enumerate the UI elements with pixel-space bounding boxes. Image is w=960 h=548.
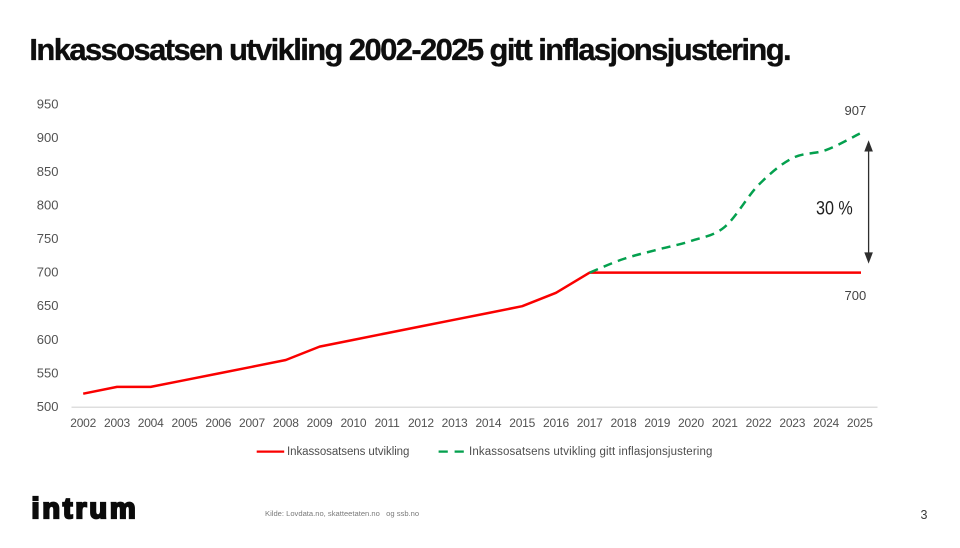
svg-text:Inkassosatsens utvikling: Inkassosatsens utvikling xyxy=(287,446,409,458)
svg-text:2019: 2019 xyxy=(644,416,670,430)
svg-text:2006: 2006 xyxy=(205,416,231,430)
svg-text:500: 500 xyxy=(37,399,59,414)
svg-text:2009: 2009 xyxy=(307,416,333,430)
svg-text:907: 907 xyxy=(845,103,867,118)
svg-text:2018: 2018 xyxy=(611,416,637,430)
svg-text:900: 900 xyxy=(37,130,59,145)
svg-text:2010: 2010 xyxy=(340,416,366,430)
svg-text:550: 550 xyxy=(37,366,59,381)
svg-text:2003: 2003 xyxy=(104,416,130,430)
svg-text:30 %: 30 % xyxy=(816,197,853,219)
svg-text:800: 800 xyxy=(37,197,59,212)
svg-text:700: 700 xyxy=(37,265,59,280)
svg-text:2016: 2016 xyxy=(543,416,569,430)
svg-text:850: 850 xyxy=(37,164,59,179)
svg-text:2017: 2017 xyxy=(577,416,603,430)
svg-text:2007: 2007 xyxy=(239,416,265,430)
svg-text:2020: 2020 xyxy=(678,416,704,430)
svg-text:2022: 2022 xyxy=(746,416,772,430)
svg-text:2024: 2024 xyxy=(813,416,839,430)
svg-text:3: 3 xyxy=(921,508,928,522)
svg-text:2002: 2002 xyxy=(70,416,96,430)
svg-text:2005: 2005 xyxy=(172,416,198,430)
svg-text:2004: 2004 xyxy=(138,416,164,430)
svg-text:950: 950 xyxy=(37,97,59,112)
svg-text:750: 750 xyxy=(37,231,59,246)
svg-text:2013: 2013 xyxy=(442,416,468,430)
svg-text:700: 700 xyxy=(845,288,867,303)
svg-text:2015: 2015 xyxy=(509,416,535,430)
svg-text:650: 650 xyxy=(37,298,59,313)
svg-text:Inkassosatsens utvikling gitt: Inkassosatsens utvikling gitt inflasjons… xyxy=(469,446,713,458)
svg-text:intrum: intrum xyxy=(32,493,139,525)
svg-text:2008: 2008 xyxy=(273,416,299,430)
svg-text:2025: 2025 xyxy=(847,416,873,430)
svg-text:2012: 2012 xyxy=(408,416,434,430)
svg-text:2011: 2011 xyxy=(375,416,401,430)
svg-text:600: 600 xyxy=(37,332,59,347)
svg-text:Kilde: Lovdata.no, skatteetate: Kilde: Lovdata.no, skatteetaten.no og ss… xyxy=(265,509,419,518)
svg-text:2014: 2014 xyxy=(475,416,501,430)
svg-text:2021: 2021 xyxy=(712,416,738,430)
svg-text:2023: 2023 xyxy=(779,416,805,430)
